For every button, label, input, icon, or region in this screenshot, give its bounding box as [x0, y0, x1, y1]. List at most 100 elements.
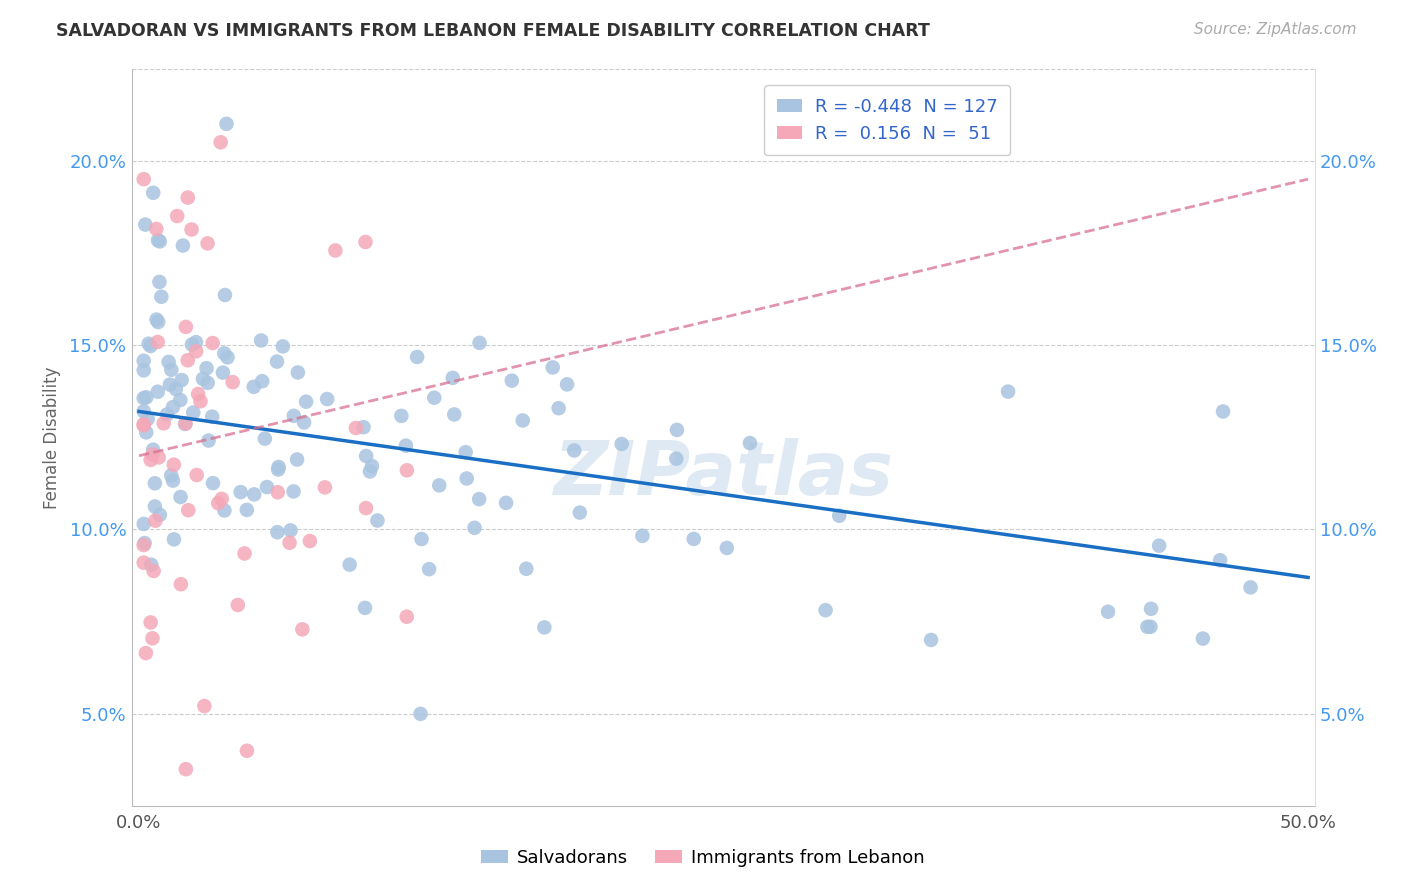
Point	[359, 464, 381, 478]
Point	[1212, 404, 1234, 418]
Point	[197, 434, 219, 448]
Point	[180, 222, 202, 236]
Point	[468, 492, 491, 507]
Point	[468, 335, 491, 350]
Point	[298, 534, 321, 549]
Point	[156, 408, 179, 422]
Point	[354, 501, 377, 516]
Point	[256, 480, 278, 494]
Point	[353, 420, 375, 434]
Point	[212, 346, 235, 360]
Point	[174, 319, 197, 334]
Point	[163, 458, 186, 472]
Point	[197, 236, 219, 251]
Point	[132, 353, 155, 368]
Point	[170, 373, 193, 387]
Point	[610, 437, 633, 451]
Point	[187, 387, 209, 401]
Point	[191, 372, 214, 386]
Point	[143, 476, 166, 491]
Point	[177, 191, 200, 205]
Point	[132, 538, 155, 552]
Point	[456, 471, 478, 485]
Point	[395, 609, 418, 624]
Point	[166, 209, 188, 223]
Point	[186, 468, 208, 483]
Point	[495, 496, 517, 510]
Point	[184, 344, 207, 359]
Point	[562, 443, 585, 458]
Point	[221, 375, 243, 389]
Point	[142, 186, 165, 200]
Point	[165, 382, 187, 396]
Point	[149, 235, 172, 249]
Point	[541, 360, 564, 375]
Point	[209, 136, 232, 150]
Point	[211, 491, 233, 506]
Point	[132, 516, 155, 531]
Point	[150, 290, 173, 304]
Point	[555, 377, 578, 392]
Point	[148, 275, 170, 289]
Point	[139, 615, 162, 630]
Point	[997, 384, 1019, 399]
Point	[464, 521, 486, 535]
Point	[339, 558, 361, 572]
Point	[132, 391, 155, 405]
Point	[738, 436, 761, 450]
Point	[135, 390, 157, 404]
Point	[411, 532, 433, 546]
Point	[278, 535, 301, 549]
Point	[181, 405, 204, 419]
Point	[134, 218, 156, 232]
Point	[202, 476, 225, 491]
Point	[172, 238, 194, 252]
Point	[174, 417, 197, 431]
Point	[568, 506, 591, 520]
Point	[267, 485, 290, 500]
Point	[344, 421, 367, 435]
Point	[501, 374, 523, 388]
Point	[665, 451, 688, 466]
Point	[148, 450, 170, 465]
Point	[135, 646, 157, 660]
Point	[233, 546, 256, 560]
Point	[132, 556, 155, 570]
Point	[406, 350, 429, 364]
Point	[354, 235, 377, 249]
Point	[1147, 539, 1170, 553]
Point	[395, 463, 418, 477]
Point	[354, 600, 377, 615]
Point	[136, 412, 159, 426]
Point	[139, 453, 162, 467]
Point	[253, 432, 276, 446]
Point	[316, 392, 339, 406]
Point	[132, 363, 155, 377]
Point	[1136, 620, 1159, 634]
Point	[361, 458, 384, 473]
Point	[180, 337, 202, 351]
Point	[1097, 605, 1119, 619]
Point	[454, 445, 477, 459]
Point	[143, 514, 166, 528]
Point	[271, 339, 294, 353]
Point	[314, 480, 336, 494]
Point	[389, 409, 412, 423]
Point	[354, 449, 377, 463]
Point	[141, 632, 163, 646]
Point	[152, 417, 174, 431]
Point	[174, 762, 197, 776]
Point	[142, 564, 165, 578]
Point	[160, 468, 183, 483]
Point	[157, 355, 180, 369]
Point	[243, 487, 266, 501]
Point	[226, 598, 249, 612]
Point	[134, 536, 156, 550]
Point	[716, 541, 738, 555]
Point	[212, 366, 235, 380]
Point	[149, 508, 172, 522]
Point	[217, 351, 239, 365]
Point	[291, 623, 314, 637]
Legend: R = -0.448  N = 127, R =  0.156  N =  51: R = -0.448 N = 127, R = 0.156 N = 51	[765, 85, 1011, 155]
Point	[197, 376, 219, 390]
